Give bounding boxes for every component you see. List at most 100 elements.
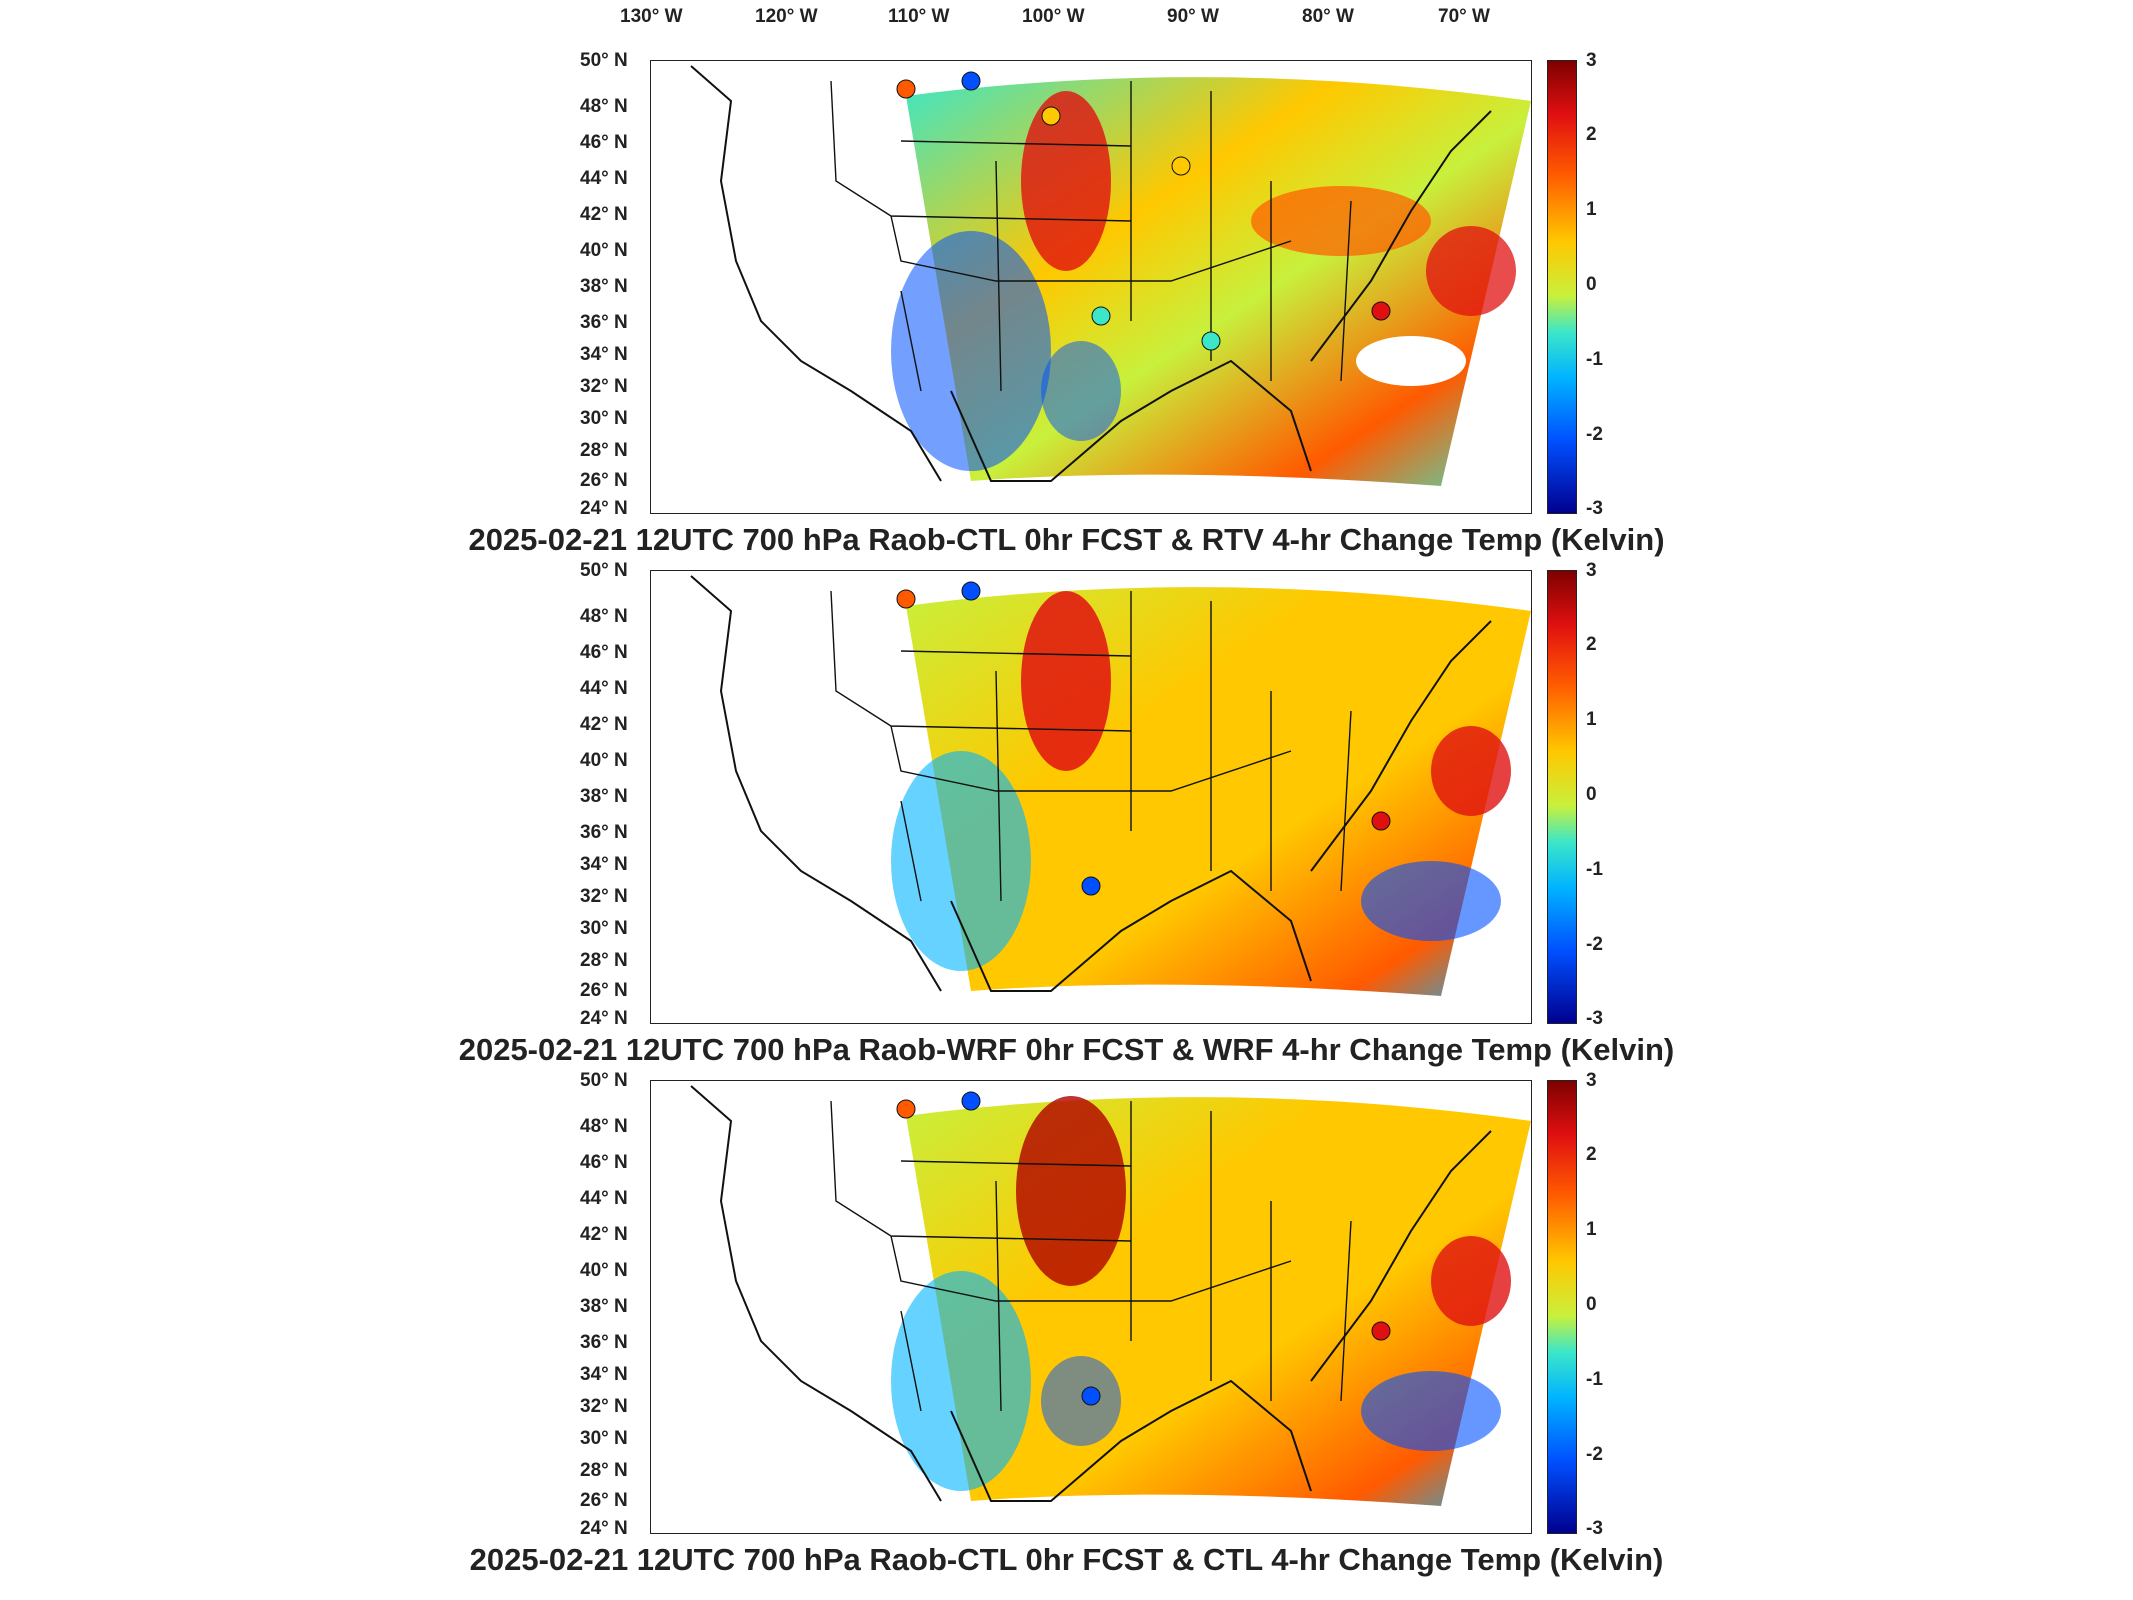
map-plot-area	[650, 570, 1532, 1024]
raob-station	[961, 71, 981, 91]
lat-label: 38° N	[580, 276, 628, 297]
colorbar-tick: 0	[1586, 1294, 1597, 1315]
colorbar-tick: 3	[1586, 50, 1597, 71]
map-graphic	[690, 575, 1531, 996]
lat-label: 42° N	[580, 714, 628, 735]
map-graphic	[690, 65, 1531, 487]
warm-anomaly	[1021, 591, 1111, 771]
lat-label: 28° N	[580, 440, 628, 461]
lat-label: 50° N	[580, 560, 628, 581]
raob-station	[1081, 876, 1101, 896]
warm-anomaly	[1016, 1096, 1126, 1286]
raob-station	[1041, 106, 1061, 126]
colorbar-tick: -2	[1586, 934, 1603, 955]
warm-anomaly	[1426, 226, 1516, 316]
colorbar-tick: 2	[1586, 124, 1597, 145]
colorbar-tick: 2	[1586, 1144, 1597, 1165]
warm-anomaly	[1251, 186, 1431, 256]
lat-label: 48° N	[580, 1116, 628, 1137]
colorbar-tick: -1	[1586, 349, 1603, 370]
map-plot-area	[650, 60, 1532, 514]
lat-label: 24° N	[580, 1518, 628, 1539]
colorbar-tick: 2	[1586, 634, 1597, 655]
lat-label: 34° N	[580, 854, 628, 875]
panel-title: 2025-02-21 12UTC 700 hPa Raob-CTL 0hr FC…	[469, 1542, 1664, 1577]
raob-station	[1081, 1386, 1101, 1406]
lat-label: 26° N	[580, 1490, 628, 1511]
lon-label: 130° W	[620, 6, 683, 27]
lat-label: 46° N	[580, 132, 628, 153]
warm-anomaly	[1431, 726, 1511, 816]
colorbar-tick: 1	[1586, 1219, 1597, 1240]
raob-station	[1371, 1321, 1391, 1341]
lat-label: 44° N	[580, 168, 628, 189]
lat-label: 34° N	[580, 1364, 628, 1385]
state-borders	[830, 80, 1352, 392]
colorbar-tick: 0	[1586, 274, 1597, 295]
lat-label: 26° N	[580, 470, 628, 491]
lat-label: 50° N	[580, 1070, 628, 1091]
lat-label: 50° N	[580, 50, 628, 71]
cold-anomaly	[1361, 1371, 1501, 1451]
lat-label: 42° N	[580, 1224, 628, 1245]
colorbar-tick: 3	[1586, 1070, 1597, 1091]
lat-label: 38° N	[580, 1296, 628, 1317]
lat-label: 30° N	[580, 918, 628, 939]
lat-label: 40° N	[580, 1260, 628, 1281]
lat-label: 28° N	[580, 950, 628, 971]
cold-anomaly	[1041, 1356, 1121, 1446]
lon-label: 90° W	[1167, 6, 1219, 27]
cold-anomaly	[891, 751, 1031, 971]
lat-label: 46° N	[580, 1152, 628, 1173]
cold-anomaly	[1361, 861, 1501, 941]
warm-anomaly	[1431, 1236, 1511, 1326]
lat-label: 36° N	[580, 822, 628, 843]
lat-label: 40° N	[580, 240, 628, 261]
colorbar	[1547, 570, 1577, 1024]
state-borders	[830, 590, 1352, 902]
panel-title: 2025-02-21 12UTC 700 hPa Raob-WRF 0hr FC…	[458, 1032, 1675, 1067]
raob-station	[1201, 331, 1221, 351]
raob-station	[961, 581, 981, 601]
colorbar-tick: 0	[1586, 784, 1597, 805]
colorbar	[1547, 1080, 1577, 1534]
colorbar-tick: -3	[1586, 1518, 1603, 1539]
coastline	[690, 575, 1492, 992]
lat-label: 40° N	[580, 750, 628, 771]
lat-label: 34° N	[580, 344, 628, 365]
cold-anomaly	[1041, 341, 1121, 441]
lat-label: 36° N	[580, 1332, 628, 1353]
missing-data	[1356, 336, 1466, 386]
colorbar-tick: -2	[1586, 424, 1603, 445]
raob-station	[896, 589, 916, 609]
raob-station	[961, 1091, 981, 1111]
raob-station	[1171, 156, 1191, 176]
lat-label: 32° N	[580, 1396, 628, 1417]
colorbar-tick: -1	[1586, 1369, 1603, 1390]
colorbar	[1547, 60, 1577, 514]
lat-label: 36° N	[580, 312, 628, 333]
cold-anomaly	[891, 231, 1051, 471]
lat-label: 42° N	[580, 204, 628, 225]
colorbar-tick: -3	[1586, 1008, 1603, 1029]
state-borders	[830, 1100, 1352, 1412]
lat-label: 24° N	[580, 1008, 628, 1029]
colorbar-tick: -3	[1586, 498, 1603, 519]
lat-label: 32° N	[580, 886, 628, 907]
raob-station	[896, 79, 916, 99]
lat-label: 44° N	[580, 1188, 628, 1209]
colorbar-tick: 1	[1586, 199, 1597, 220]
lat-label: 28° N	[580, 1460, 628, 1481]
lon-label: 80° W	[1302, 6, 1354, 27]
lat-label: 44° N	[580, 678, 628, 699]
lon-label: 100° W	[1022, 6, 1085, 27]
lat-label: 38° N	[580, 786, 628, 807]
cold-anomaly	[891, 1271, 1031, 1491]
lat-label: 48° N	[580, 96, 628, 117]
lat-label: 26° N	[580, 980, 628, 1001]
coastline	[690, 1085, 1492, 1502]
raob-station	[896, 1099, 916, 1119]
map-plot-area	[650, 1080, 1532, 1534]
lat-label: 48° N	[580, 606, 628, 627]
lat-label: 32° N	[580, 376, 628, 397]
